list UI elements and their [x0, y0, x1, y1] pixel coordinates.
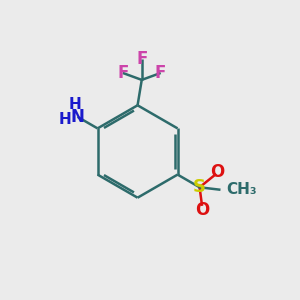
- Text: F: F: [117, 64, 128, 82]
- Text: O: O: [210, 163, 224, 181]
- Text: CH₃: CH₃: [226, 182, 257, 197]
- Text: F: F: [155, 64, 166, 82]
- Text: S: S: [193, 178, 206, 196]
- Text: O: O: [195, 201, 209, 219]
- Text: F: F: [136, 50, 147, 68]
- Text: H: H: [58, 112, 71, 127]
- Text: H: H: [68, 97, 81, 112]
- Text: N: N: [70, 108, 85, 126]
